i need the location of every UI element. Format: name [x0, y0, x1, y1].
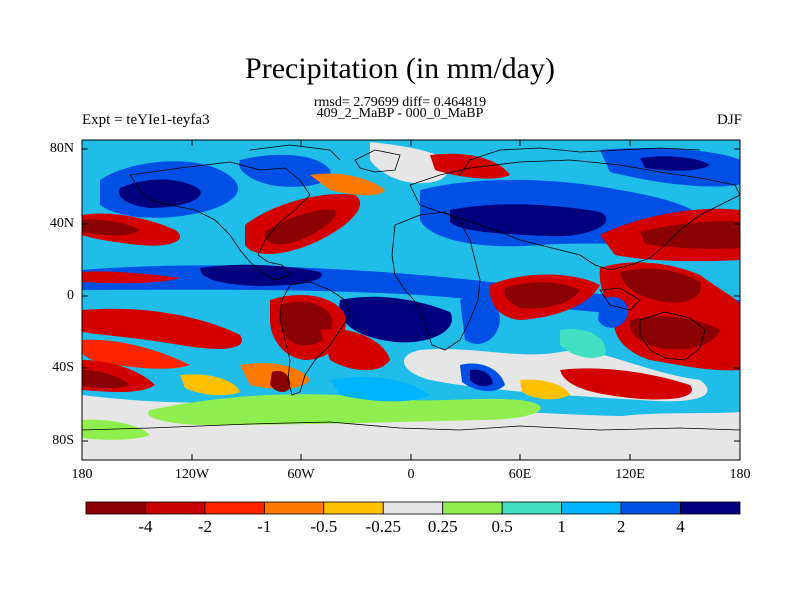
field-patch: [600, 412, 740, 453]
field-patch: [280, 428, 420, 451]
field-patch: [598, 296, 629, 328]
field-patch: [560, 329, 606, 358]
colorbar-label: -0.5: [310, 517, 338, 536]
colorbar-label: -0.25: [365, 517, 401, 536]
lon-tick-label: 60W: [287, 467, 315, 482]
coastlines: [82, 144, 740, 431]
colorbar-swatch: [145, 501, 206, 515]
field-patch: [460, 296, 500, 344]
lat-tick-label: 40N: [49, 216, 74, 231]
lat-tick-label: 80N: [49, 141, 74, 156]
colorbar-label: -2: [197, 517, 212, 536]
field-patch: [82, 308, 242, 349]
colorbar-label: 2: [616, 517, 626, 536]
map-title: Precipitation (in mm/day): [245, 52, 555, 85]
lon-tick-label: 0: [407, 467, 415, 482]
field-patch: [470, 369, 493, 387]
colorbar-label: 0.5: [491, 517, 513, 536]
field-patch: [339, 296, 452, 343]
colorbar-label: 1: [557, 517, 566, 536]
field-patch: [504, 282, 580, 309]
field-patch: [279, 301, 333, 346]
colorbar-swatch: [501, 501, 563, 515]
field-patch: [180, 374, 240, 396]
field-patch: [82, 419, 150, 440]
field-patch: [370, 142, 451, 184]
field-patch: [320, 329, 390, 371]
field-patch: [239, 154, 331, 187]
colorbar-swatch: [680, 501, 741, 515]
field-patch: [82, 370, 130, 389]
lat-tick-label: 80S: [52, 433, 74, 448]
colorbar: [85, 501, 741, 515]
colorbar-label: -1: [257, 517, 272, 536]
field-patch: [82, 271, 180, 284]
experiment-difference: 409_2_MaBP - 000_0_MaBP: [316, 106, 484, 121]
lon-tick-label: 60E: [508, 467, 532, 482]
lon-tick-label: 120W: [174, 467, 210, 482]
field-patch: [82, 339, 190, 369]
colorbar-label: 4: [676, 517, 685, 536]
field-patch: [640, 156, 710, 171]
field-patch: [270, 370, 291, 392]
colorbar-swatch: [85, 501, 146, 515]
colorbar-swatch: [620, 501, 681, 515]
lon-tick-label: 180: [71, 467, 93, 482]
field-patch: [148, 394, 541, 425]
field-patch: [200, 264, 322, 286]
field-patch: [620, 268, 701, 303]
field-patch: [264, 209, 336, 245]
field-patch: [310, 173, 385, 196]
field-patch: [629, 316, 720, 350]
field-patch: [640, 221, 740, 249]
experiment-label: Expt = teYIe1-teyfa3: [82, 112, 210, 128]
field-patch: [330, 376, 430, 402]
colorbar-swatch: [382, 501, 444, 515]
stats-line: rmsd= 2.79699 diff= 0.464819: [313, 95, 487, 110]
colorbar-swatch: [323, 501, 384, 515]
field-patch: [520, 379, 570, 400]
colorbar-swatch: [204, 501, 265, 515]
field-patch: [82, 219, 140, 236]
colorbar-label: 0.25: [427, 517, 458, 536]
lon-tick-label: 120E: [615, 467, 645, 482]
colorbar-label: -4: [138, 517, 153, 536]
colorbar-swatch: [561, 501, 622, 515]
colorbar-swatch: [442, 501, 503, 515]
map-field: [82, 140, 740, 460]
lat-tick-label: 40S: [52, 360, 74, 375]
lat-tick-label: 0: [67, 288, 74, 303]
axis-ticks: [81, 140, 741, 460]
field-patch: [560, 368, 692, 400]
field-patch: [119, 179, 201, 208]
season-label: DJF: [716, 112, 742, 128]
lon-tick-label: 180: [729, 467, 751, 482]
colorbar-swatch: [263, 501, 325, 515]
